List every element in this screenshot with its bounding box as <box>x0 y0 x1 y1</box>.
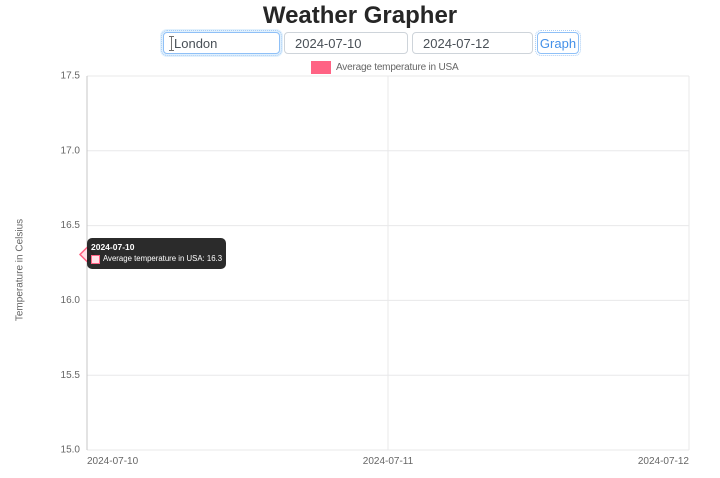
svg-text:15.5: 15.5 <box>61 369 81 380</box>
svg-text:2024-07-12: 2024-07-12 <box>638 456 690 467</box>
svg-text:2024-07-11: 2024-07-11 <box>363 456 414 467</box>
svg-text:17.5: 17.5 <box>61 70 81 81</box>
svg-text:16.5: 16.5 <box>61 220 81 231</box>
svg-text:15.0: 15.0 <box>61 444 81 455</box>
svg-text:2024-07-10: 2024-07-10 <box>87 456 139 467</box>
svg-text:16.0: 16.0 <box>61 295 81 306</box>
svg-text:17.0: 17.0 <box>61 145 81 156</box>
